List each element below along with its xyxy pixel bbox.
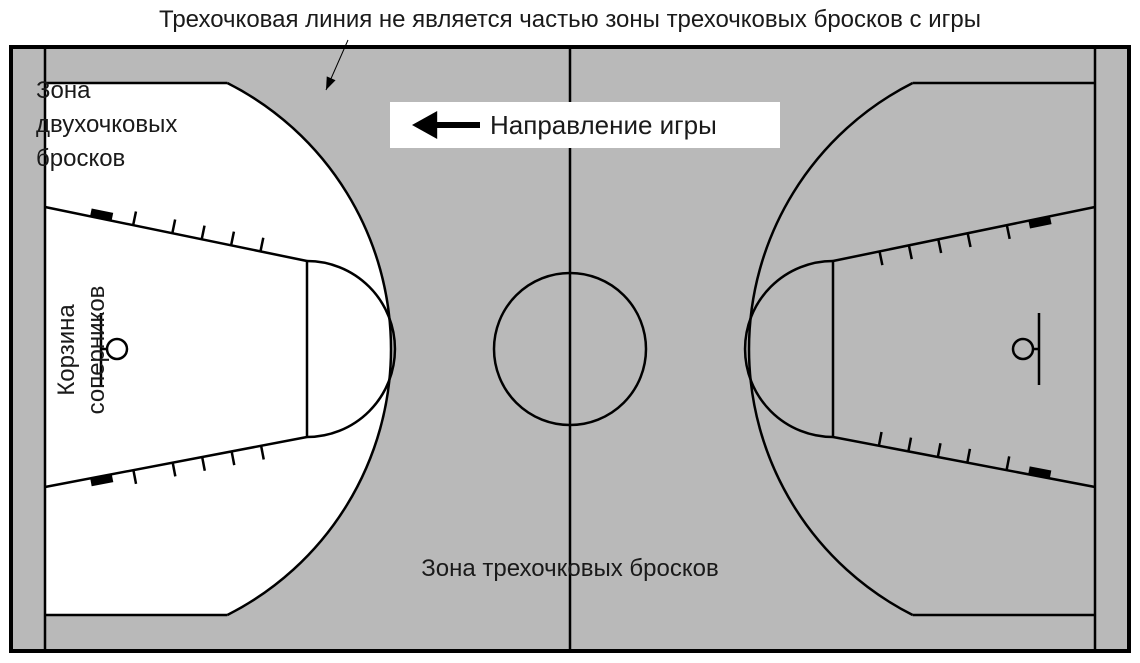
direction-label: Направление игры [490,110,717,140]
title-text: Трехочковая линия не является частью зон… [0,6,1140,34]
two-point-zone-label: Зона [36,77,91,104]
court-diagram: Направление игры Зона двухочковых бросков Зо… [0,0,1140,663]
three-point-zone-label: Зона трехочковых бросков [421,555,718,582]
two-point-zone-label: двухочковых [36,111,177,138]
basket-label: соперников [83,286,110,415]
two-point-zone-label: бросков [36,145,125,172]
diagram-container: Трехочковая линия не является частью зон… [0,0,1140,663]
basket-label: Корзина [53,304,80,396]
